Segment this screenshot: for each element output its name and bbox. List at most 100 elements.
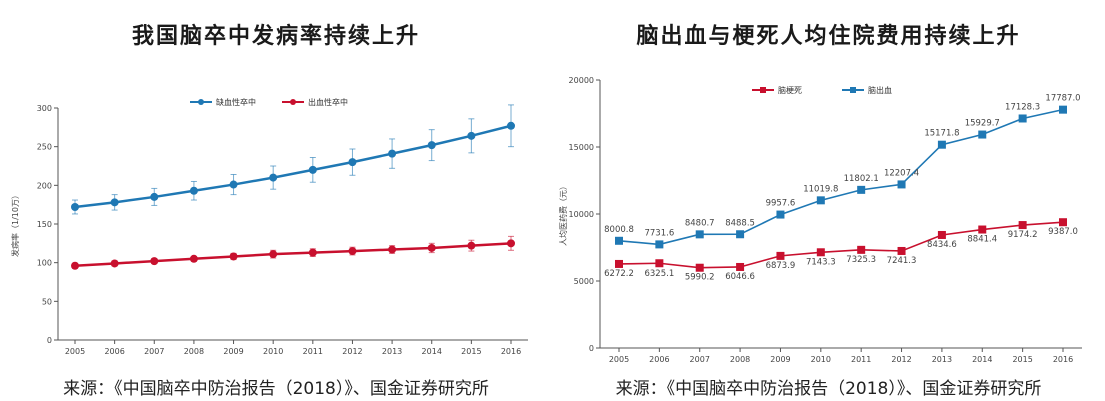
data-point bbox=[110, 198, 119, 207]
data-point bbox=[1018, 221, 1027, 230]
data-point bbox=[736, 230, 745, 239]
chart-title: 我国脑卒中发病率持续上升 bbox=[131, 23, 420, 49]
data-point bbox=[308, 165, 317, 174]
data-point bbox=[71, 261, 79, 270]
data-point bbox=[269, 250, 278, 259]
data-label: 8480.7 bbox=[685, 218, 715, 228]
x-tick-label: 2009 bbox=[770, 355, 790, 364]
legend-label: 脑梗死 bbox=[778, 85, 802, 95]
chart-source: 来源：《中国脑卒中防治报告（2018）》、国金证券研究所 bbox=[615, 379, 1042, 399]
data-label: 9957.6 bbox=[766, 199, 796, 209]
y-tick-label: 5000 bbox=[574, 277, 594, 286]
data-point bbox=[897, 246, 906, 255]
data-point bbox=[388, 245, 397, 254]
data-point bbox=[978, 225, 987, 234]
data-label: 7731.6 bbox=[644, 228, 674, 238]
data-label: 7325.3 bbox=[846, 255, 876, 265]
data-point bbox=[229, 252, 238, 261]
data-point bbox=[150, 257, 159, 266]
data-point bbox=[427, 243, 436, 252]
data-point bbox=[615, 259, 623, 268]
y-tick-label: 150 bbox=[37, 220, 52, 229]
data-label: 15929.7 bbox=[965, 119, 1000, 129]
x-tick-label: 2016 bbox=[501, 347, 521, 356]
data-point bbox=[507, 121, 515, 130]
chart-panel-cost: 脑出血与梗死人均住院费用持续上升 0 5000 10000 15000 20000 200… bbox=[552, 0, 1105, 401]
data-point bbox=[615, 236, 623, 245]
x-tick-label: 2016 bbox=[1053, 355, 1073, 364]
x-tick-label: 2007 bbox=[690, 355, 710, 364]
series-line bbox=[74, 124, 512, 209]
y-tick-label: 15000 bbox=[569, 143, 594, 152]
legend-label: 缺血性卒中 bbox=[216, 97, 256, 107]
series-line bbox=[74, 242, 512, 268]
x-tick-label: 2015 bbox=[461, 347, 481, 356]
data-point bbox=[189, 186, 198, 195]
y-tick-label: 200 bbox=[37, 181, 52, 190]
incidence-line-chart: 0 50 100 150 200 250 300 2005 2006 2007 2008 2009 20… bbox=[10, 97, 528, 356]
x-tick-label: 2011 bbox=[851, 355, 871, 364]
cost-line-chart: 0 5000 10000 15000 20000 2005 2006 2007 2008 2009… bbox=[558, 76, 1082, 364]
legend-marker bbox=[760, 87, 766, 93]
y-tick-label: 20000 bbox=[569, 76, 594, 85]
data-label: 12207.4 bbox=[884, 168, 919, 178]
data-label: 11802.1 bbox=[844, 174, 879, 184]
y-tick-label: 100 bbox=[37, 259, 52, 268]
x-tick-label: 2008 bbox=[730, 355, 750, 364]
legend-label: 出血性卒中 bbox=[308, 97, 348, 107]
x-tick-label: 2014 bbox=[422, 347, 442, 356]
data-point bbox=[269, 173, 278, 182]
data-point bbox=[897, 180, 906, 189]
data-point bbox=[348, 158, 357, 167]
data-label: 6046.6 bbox=[725, 272, 755, 282]
data-point bbox=[189, 254, 198, 263]
y-tick-label: 0 bbox=[47, 336, 52, 345]
x-tick-label: 2008 bbox=[184, 347, 204, 356]
data-point bbox=[348, 247, 357, 256]
data-point bbox=[776, 210, 785, 219]
data-label: 15171.8 bbox=[924, 129, 959, 139]
y-axis-label: 发病率（1/10万） bbox=[10, 191, 20, 257]
x-tick-label: 2007 bbox=[144, 347, 164, 356]
data-point bbox=[1059, 105, 1067, 114]
series-line bbox=[618, 221, 1064, 269]
series-line bbox=[618, 108, 1064, 246]
data-label: 5990.2 bbox=[685, 273, 715, 283]
data-point bbox=[388, 149, 397, 158]
x-tick-label: 2010 bbox=[263, 347, 283, 356]
data-label: 9174.2 bbox=[1008, 230, 1038, 240]
data-point bbox=[308, 248, 317, 257]
data-point bbox=[776, 251, 785, 260]
x-tick-label: 2006 bbox=[649, 355, 669, 364]
chart-panel-incidence: 我国脑卒中发病率持续上升 0 50 100 150 200 250 300 2005 2006 2… bbox=[0, 0, 552, 401]
y-axis-label: 人均医药费（元） bbox=[558, 182, 568, 246]
data-label: 7143.3 bbox=[806, 257, 836, 267]
chart-title: 脑出血与梗死人均住院费用持续上升 bbox=[636, 23, 1021, 49]
data-point bbox=[467, 131, 476, 140]
data-point bbox=[816, 196, 825, 205]
legend-marker bbox=[850, 87, 856, 93]
data-point bbox=[695, 263, 704, 272]
x-tick-label: 2010 bbox=[811, 355, 831, 364]
data-point bbox=[816, 248, 825, 257]
data-label: 17128.3 bbox=[1005, 102, 1040, 112]
data-point bbox=[229, 180, 238, 189]
y-tick-label: 50 bbox=[42, 297, 52, 306]
data-point bbox=[1059, 218, 1067, 227]
data-label: 8488.5 bbox=[725, 218, 755, 228]
x-tick-label: 2005 bbox=[65, 347, 85, 356]
data-label: 17787.0 bbox=[1045, 94, 1080, 104]
data-point bbox=[857, 185, 866, 194]
data-point bbox=[110, 259, 119, 268]
data-point bbox=[937, 140, 946, 149]
y-tick-label: 0 bbox=[589, 344, 594, 353]
data-point bbox=[71, 202, 79, 211]
data-label: 6325.1 bbox=[644, 269, 674, 279]
data-point bbox=[150, 192, 159, 201]
data-point bbox=[655, 259, 664, 268]
data-point bbox=[1018, 114, 1027, 123]
legend-marker bbox=[198, 99, 204, 105]
data-point bbox=[695, 230, 704, 239]
chart-source: 来源：《中国脑卒中防治报告（2018）》、国金证券研究所 bbox=[63, 379, 489, 399]
x-tick-label: 2013 bbox=[932, 355, 952, 364]
